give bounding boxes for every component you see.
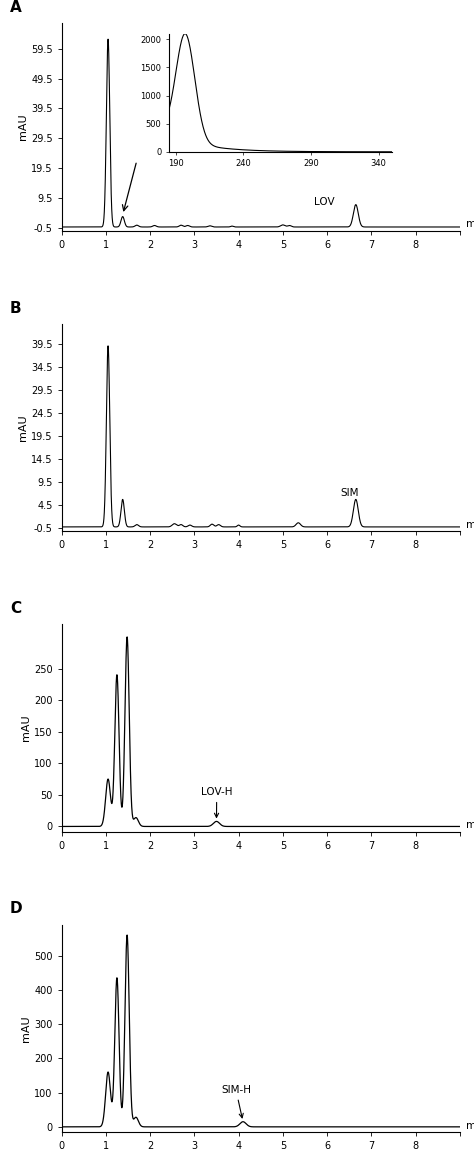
Y-axis label: mAU: mAU xyxy=(21,714,31,741)
Y-axis label: mAU: mAU xyxy=(18,113,28,140)
Text: min: min xyxy=(466,519,474,530)
Y-axis label: mAU: mAU xyxy=(21,1015,31,1042)
Text: C: C xyxy=(10,601,21,616)
Text: D: D xyxy=(10,901,22,916)
Text: LOV: LOV xyxy=(314,197,335,208)
Text: SIM: SIM xyxy=(340,488,359,498)
Text: B: B xyxy=(10,301,21,315)
Text: LOV-H: LOV-H xyxy=(201,787,232,817)
Y-axis label: mAU: mAU xyxy=(18,414,28,441)
Text: min: min xyxy=(466,219,474,229)
Text: min: min xyxy=(466,820,474,830)
Text: min: min xyxy=(466,1121,474,1131)
Text: SIM-H: SIM-H xyxy=(221,1084,251,1118)
Text: A: A xyxy=(10,0,22,15)
